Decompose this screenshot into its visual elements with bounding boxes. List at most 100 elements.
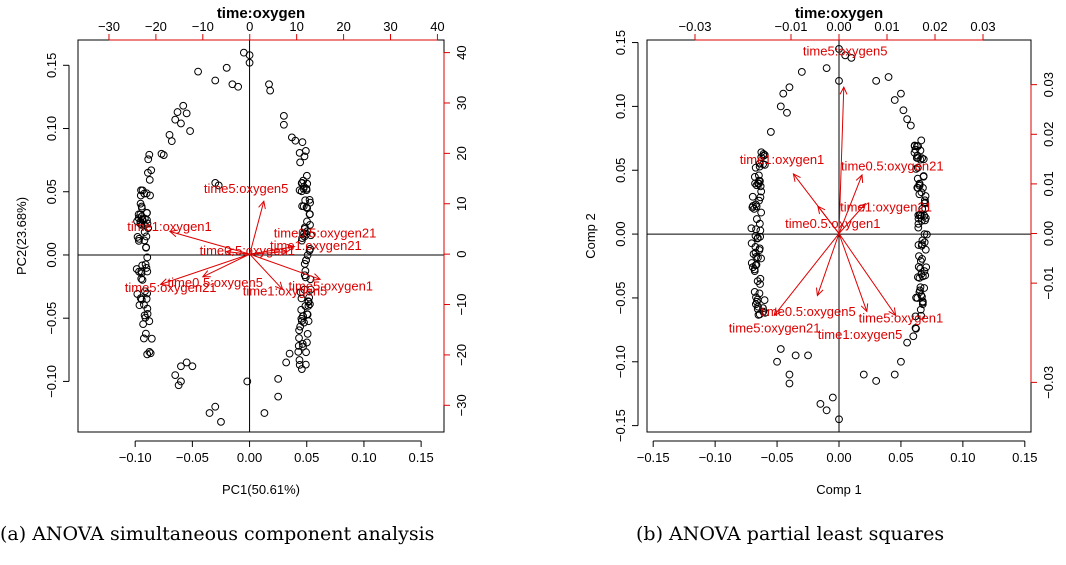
score-point: [142, 264, 151, 272]
score-point: [304, 301, 313, 310]
score-point: [182, 109, 191, 118]
loading-arrow-head: [773, 307, 782, 317]
score-point: [914, 154, 922, 162]
score-point: [757, 148, 766, 157]
loading-arrow: [202, 253, 250, 278]
top-tick-label: 0.02: [922, 19, 947, 34]
score-point: [274, 374, 283, 383]
score-point: [143, 219, 152, 228]
score-point: [165, 130, 174, 139]
score-point: [295, 326, 304, 335]
score-point: [916, 305, 925, 314]
score-point: [217, 417, 225, 426]
score-point: [747, 224, 756, 233]
score-point: [297, 236, 306, 245]
score-point: [300, 285, 309, 294]
loading-arrow-head: [168, 229, 178, 238]
x-tick-label: 0.10: [950, 450, 975, 465]
score-point: [298, 138, 307, 147]
score-point: [143, 350, 152, 359]
loading-arrow: [838, 233, 868, 312]
score-point: [141, 260, 150, 269]
right-tick-label: −10: [454, 293, 469, 315]
score-point: [140, 189, 149, 198]
score-point: [297, 187, 306, 196]
score-point: [305, 195, 314, 204]
loading-arrow-head: [274, 281, 284, 291]
loading-arrow: [838, 174, 863, 234]
loading-label: time5:oxygen21: [125, 280, 217, 295]
loading-arrow: [169, 230, 250, 255]
score-point: [137, 220, 146, 229]
score-point: [911, 324, 920, 332]
score-point: [279, 120, 288, 129]
loading-label: time0.5:oxygen5: [168, 275, 263, 290]
score-point: [133, 233, 142, 241]
score-point: [294, 347, 303, 356]
top-tick-label: 0: [246, 19, 253, 34]
score-point: [174, 381, 183, 390]
score-point: [822, 406, 831, 415]
score-point: [917, 211, 926, 220]
score-point: [302, 184, 311, 193]
score-point: [755, 176, 763, 185]
score-point: [753, 277, 762, 286]
score-point: [897, 357, 905, 366]
score-point: [141, 287, 149, 296]
score-point: [145, 348, 154, 356]
x-tick-label: 0.10: [351, 450, 376, 465]
right-tick-label: 0.02: [1041, 122, 1056, 147]
score-point: [918, 154, 926, 163]
score-point: [146, 191, 154, 200]
loading-arrow: [817, 205, 840, 234]
plot-frame: [77, 39, 445, 433]
score-point: [754, 302, 762, 311]
x-tick-label: 0.00: [237, 450, 262, 465]
score-point: [747, 259, 756, 267]
y-axis-label: PC2(23.68%): [14, 197, 29, 275]
score-point: [776, 345, 785, 353]
score-point: [899, 106, 908, 115]
score-point: [140, 300, 148, 309]
score-point: [755, 246, 764, 254]
loading-label: time0.5:oxygen21: [841, 158, 944, 173]
chart-title: time:oxygen: [795, 5, 883, 22]
loading-arrow-head: [855, 173, 864, 183]
score-point: [234, 82, 243, 91]
y-tick-label: −0.05: [44, 302, 59, 335]
score-point: [859, 370, 868, 379]
score-point: [835, 45, 843, 53]
caption-b: (b) ANOVA partial least squares: [636, 523, 945, 545]
loading-label: time5:oxygen5: [204, 181, 289, 196]
score-point: [245, 58, 254, 67]
score-point: [171, 371, 180, 379]
loading-label: time1:oxygen1: [740, 152, 825, 167]
x-tick-label: 0.15: [1012, 450, 1037, 465]
score-point: [139, 334, 148, 343]
right-tick-label: 0.03: [1041, 72, 1056, 97]
score-point: [137, 269, 146, 278]
score-point: [137, 274, 146, 283]
score-point: [755, 310, 764, 319]
loading-label: time1:oxygen5: [818, 327, 903, 342]
score-point: [297, 314, 306, 323]
score-point: [751, 163, 760, 172]
loading-label: time1:oxygen21: [840, 199, 932, 214]
loading-arrow-head: [817, 205, 826, 215]
y-tick-label: −0.10: [613, 345, 628, 378]
top-tick-label: −10: [192, 19, 214, 34]
score-point: [757, 153, 766, 162]
score-point: [783, 108, 791, 117]
score-point: [756, 274, 765, 283]
score-point: [301, 147, 310, 155]
loading-arrow-head: [857, 202, 867, 212]
right-tick-label: 0.00: [1041, 221, 1056, 246]
score-point: [144, 168, 152, 177]
score-point: [282, 358, 291, 367]
score-point: [295, 360, 304, 369]
top-tick-label: 30: [383, 19, 397, 34]
score-point: [917, 216, 926, 225]
loading-arrow: [773, 233, 840, 316]
loading-label: time0.5:oxygen5: [760, 304, 855, 319]
right-tick-label: −0.01: [1041, 267, 1056, 300]
